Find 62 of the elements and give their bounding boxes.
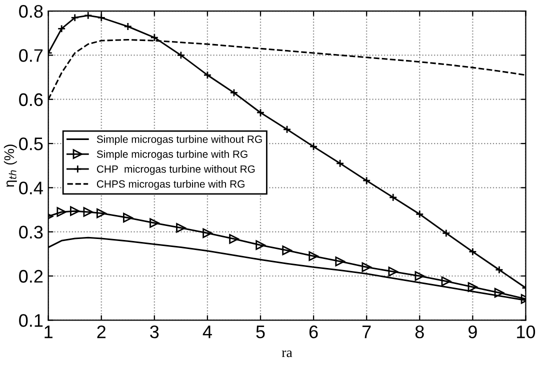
- y-tick-label: 0.4: [19, 182, 43, 194]
- point: [256, 240, 266, 250]
- x-tick-label: 8: [415, 326, 424, 338]
- y-tick-label: 0.3: [19, 226, 43, 239]
- x-tick-label: 9: [468, 326, 477, 338]
- x-tick-label: 1: [44, 326, 52, 338]
- point: [441, 276, 452, 286]
- point: [150, 33, 159, 42]
- point: [308, 251, 318, 261]
- point: [97, 13, 106, 22]
- point: [70, 13, 80, 22]
- point: [468, 248, 477, 256]
- point: [282, 246, 292, 256]
- point: [362, 262, 372, 272]
- point: [362, 176, 371, 185]
- point: [415, 210, 424, 218]
- point: [96, 208, 106, 218]
- point: [56, 207, 66, 217]
- point: [414, 271, 424, 281]
- x-tick-label: 3: [150, 326, 159, 338]
- y-axis-title: η$_{th}$ (%): [4, 144, 17, 187]
- y-tick-label: 0.6: [19, 93, 43, 106]
- y-tick-label: 0.5: [19, 137, 43, 150]
- point: [150, 218, 160, 228]
- point: [230, 88, 238, 97]
- point: [442, 229, 450, 238]
- point: [70, 206, 80, 216]
- x-axis-title: ra: [282, 350, 292, 358]
- x-tick-label: 6: [309, 326, 318, 338]
- point: [123, 212, 133, 223]
- point: [176, 223, 186, 233]
- x-tick-label: 7: [362, 326, 371, 338]
- point: [124, 22, 132, 31]
- point: [84, 11, 92, 20]
- y-tick-label: 0.7: [19, 49, 43, 62]
- point: [495, 266, 504, 274]
- legend-label: Simple microgas turbine without RG: [96, 135, 262, 145]
- x-tick-label: 4: [202, 326, 212, 338]
- point: [336, 159, 344, 168]
- x-tick-label: 2: [97, 326, 106, 338]
- point: [203, 70, 212, 80]
- y-tick-label: 0.2: [19, 270, 43, 283]
- legend-label: Simple microgas turbine with RG: [96, 150, 248, 160]
- point: [468, 282, 478, 292]
- point: [176, 51, 186, 60]
- point: [83, 207, 93, 217]
- y-tick-label: 0.8: [19, 4, 43, 18]
- point: [202, 228, 212, 238]
- point: [282, 125, 292, 134]
- point: [256, 108, 265, 117]
- point: [229, 234, 239, 244]
- point: [335, 256, 345, 266]
- legend-label: CHPS microgas turbine with RG: [96, 180, 244, 190]
- x-tick-label: 5: [256, 326, 265, 338]
- point: [57, 24, 66, 33]
- legend-label: CHP microgas turbine without RG: [96, 165, 255, 175]
- x-tick-label: 10: [517, 326, 536, 338]
- point: [309, 142, 318, 151]
- point: [388, 193, 398, 202]
- point: [494, 288, 504, 298]
- y-tick-label: 0.1: [19, 314, 43, 327]
- point: [388, 266, 398, 276]
